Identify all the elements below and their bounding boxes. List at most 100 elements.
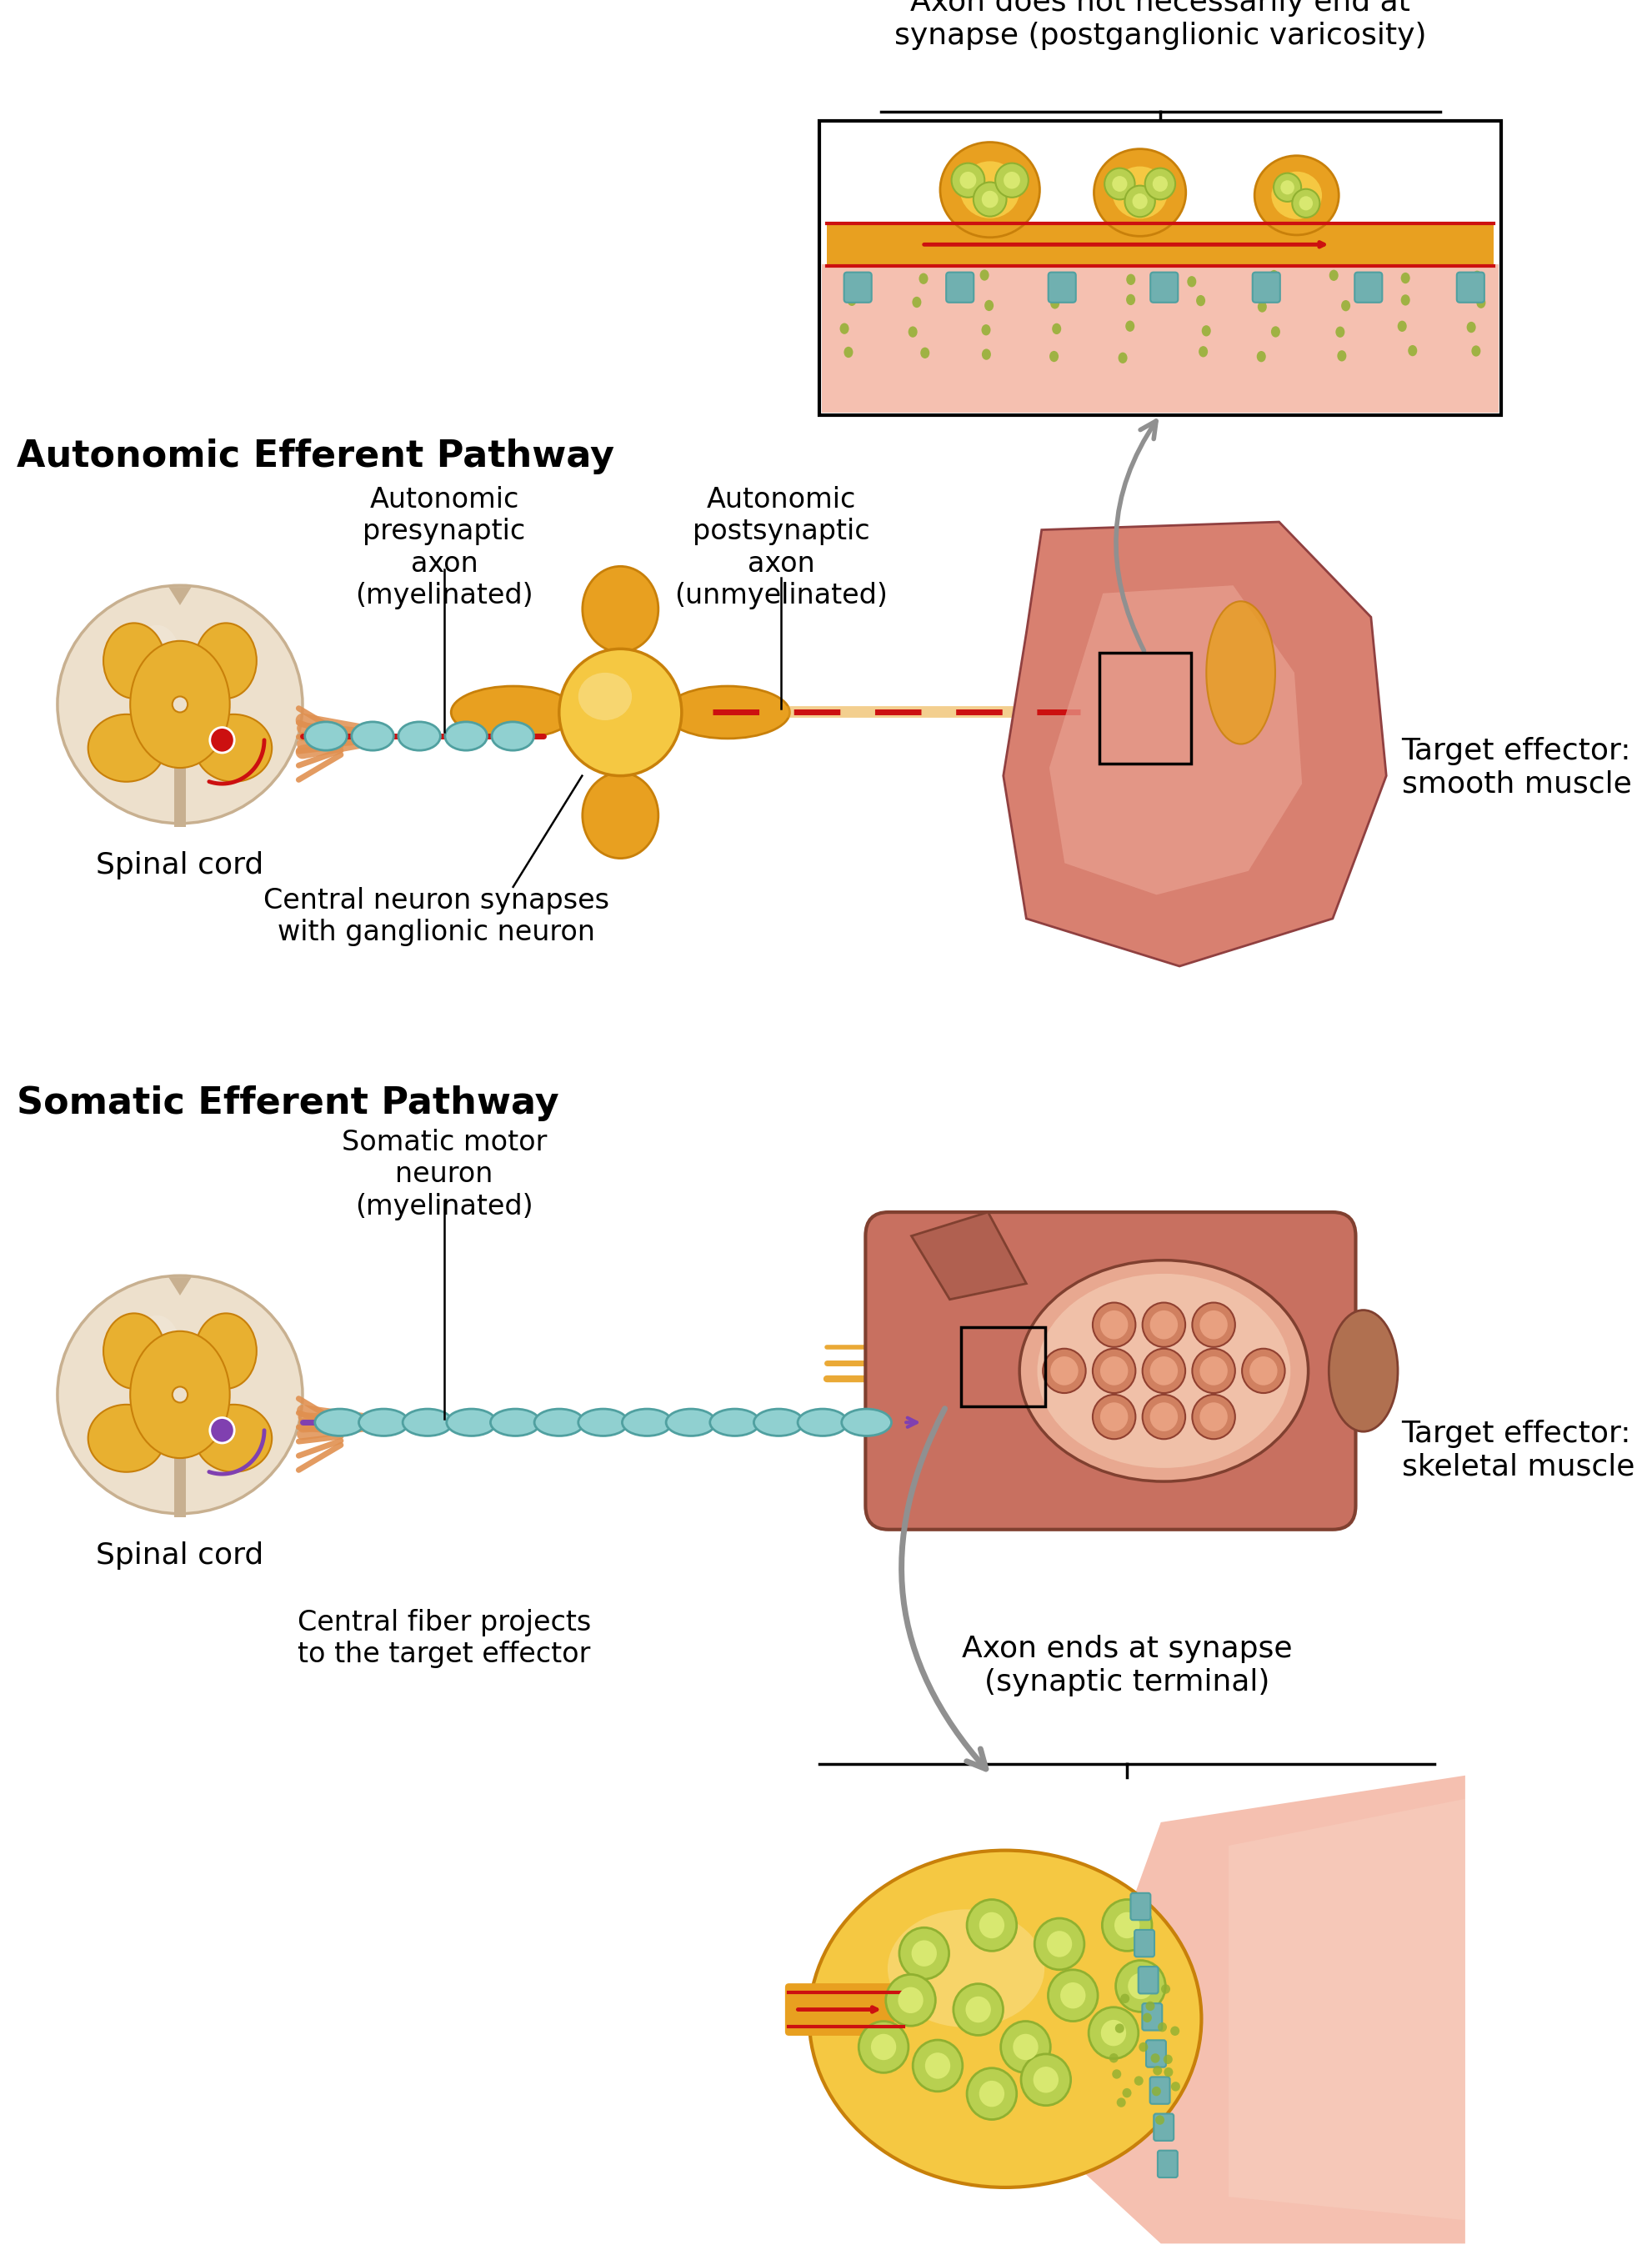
Circle shape: [871, 2034, 895, 2061]
Circle shape: [981, 190, 998, 208]
Text: Axon ends at synapse
(synaptic terminal): Axon ends at synapse (synaptic terminal): [961, 1635, 1292, 1696]
Circle shape: [885, 1975, 935, 2025]
Text: Central neuron synapses
with ganglionic neuron: Central neuron synapses with ganglionic …: [263, 888, 610, 947]
Ellipse shape: [534, 1409, 583, 1436]
Polygon shape: [1059, 1776, 1464, 2245]
Text: Central fiber projects
to the target effector: Central fiber projects to the target eff…: [297, 1608, 591, 1669]
FancyBboxPatch shape: [1455, 272, 1483, 304]
Ellipse shape: [960, 161, 1019, 217]
Ellipse shape: [444, 723, 487, 750]
Ellipse shape: [940, 143, 1039, 238]
Circle shape: [1120, 1993, 1128, 2002]
Circle shape: [1100, 2020, 1125, 2045]
Ellipse shape: [981, 349, 991, 360]
Circle shape: [1151, 2086, 1160, 2095]
Circle shape: [1032, 2066, 1057, 2093]
Ellipse shape: [195, 623, 256, 698]
Circle shape: [1133, 2077, 1143, 2086]
Ellipse shape: [1328, 270, 1338, 281]
Ellipse shape: [920, 347, 928, 358]
Ellipse shape: [980, 270, 988, 281]
Ellipse shape: [887, 1909, 1044, 2027]
Ellipse shape: [798, 1409, 847, 1436]
Ellipse shape: [666, 1409, 715, 1436]
Bar: [1099, 652, 1191, 763]
Ellipse shape: [582, 566, 657, 652]
FancyBboxPatch shape: [1142, 2005, 1161, 2029]
Text: Somatic Efferent Pathway: Somatic Efferent Pathway: [17, 1085, 558, 1121]
Text: Somatic motor
neuron
(myelinated): Somatic motor neuron (myelinated): [342, 1128, 547, 1221]
Ellipse shape: [1336, 351, 1346, 362]
Circle shape: [1145, 2002, 1155, 2011]
Ellipse shape: [58, 584, 302, 824]
Circle shape: [965, 1995, 991, 2023]
Text: Target effector:
smooth muscle: Target effector: smooth muscle: [1401, 738, 1631, 800]
Ellipse shape: [451, 686, 575, 738]
Ellipse shape: [710, 1409, 760, 1436]
Circle shape: [1160, 1984, 1170, 1993]
FancyBboxPatch shape: [1355, 272, 1381, 304]
Polygon shape: [1026, 1986, 1194, 2127]
Circle shape: [1142, 1348, 1184, 1393]
Circle shape: [172, 1386, 188, 1402]
Ellipse shape: [398, 723, 439, 750]
Ellipse shape: [1465, 322, 1475, 333]
Ellipse shape: [134, 1316, 180, 1379]
Circle shape: [1123, 186, 1155, 217]
Circle shape: [1100, 1357, 1127, 1386]
Circle shape: [859, 2020, 909, 2072]
Bar: [826, 224, 1493, 267]
Text: Target effector:
skeletal muscle: Target effector: skeletal muscle: [1401, 1420, 1634, 1481]
Ellipse shape: [104, 1314, 165, 1388]
Circle shape: [1115, 1961, 1165, 2011]
Circle shape: [1046, 1930, 1072, 1957]
Ellipse shape: [1206, 600, 1275, 743]
Polygon shape: [169, 1277, 192, 1296]
Circle shape: [966, 2068, 1016, 2120]
Ellipse shape: [809, 1851, 1201, 2188]
Circle shape: [1163, 2054, 1171, 2063]
Circle shape: [1113, 1912, 1140, 1939]
Ellipse shape: [839, 324, 849, 335]
Ellipse shape: [58, 1275, 302, 1513]
Ellipse shape: [919, 274, 928, 283]
Circle shape: [1170, 2082, 1180, 2091]
Bar: [173, 1459, 187, 1518]
Ellipse shape: [578, 1409, 628, 1436]
Circle shape: [1150, 1311, 1178, 1339]
Circle shape: [1047, 1971, 1097, 2020]
Ellipse shape: [1201, 326, 1211, 337]
FancyBboxPatch shape: [1133, 1930, 1153, 1957]
FancyBboxPatch shape: [1130, 1894, 1150, 1921]
Circle shape: [1112, 177, 1127, 193]
Ellipse shape: [1049, 351, 1057, 362]
Ellipse shape: [88, 713, 165, 781]
Circle shape: [1191, 1348, 1234, 1393]
Circle shape: [1122, 2088, 1132, 2097]
Ellipse shape: [1254, 156, 1338, 236]
Ellipse shape: [304, 723, 347, 750]
Ellipse shape: [195, 713, 273, 781]
Ellipse shape: [843, 276, 852, 288]
Circle shape: [1153, 2066, 1161, 2075]
Polygon shape: [1003, 521, 1386, 967]
FancyBboxPatch shape: [1252, 272, 1279, 304]
Ellipse shape: [558, 648, 681, 777]
Circle shape: [1092, 1395, 1135, 1438]
Text: Spinal cord: Spinal cord: [96, 852, 264, 879]
Circle shape: [1150, 2054, 1160, 2063]
Circle shape: [1142, 2014, 1151, 2023]
Circle shape: [1138, 2043, 1148, 2052]
Text: Autonomic
presynaptic
axon
(myelinated): Autonomic presynaptic axon (myelinated): [355, 487, 534, 609]
Ellipse shape: [582, 772, 657, 858]
Ellipse shape: [841, 1409, 890, 1436]
Ellipse shape: [1472, 270, 1482, 281]
FancyBboxPatch shape: [945, 272, 973, 304]
Ellipse shape: [104, 623, 165, 698]
Ellipse shape: [1340, 301, 1350, 310]
Circle shape: [1092, 1302, 1135, 1348]
Ellipse shape: [1475, 297, 1485, 308]
Circle shape: [1089, 2007, 1138, 2059]
FancyBboxPatch shape: [1156, 2149, 1176, 2177]
Circle shape: [172, 695, 188, 711]
